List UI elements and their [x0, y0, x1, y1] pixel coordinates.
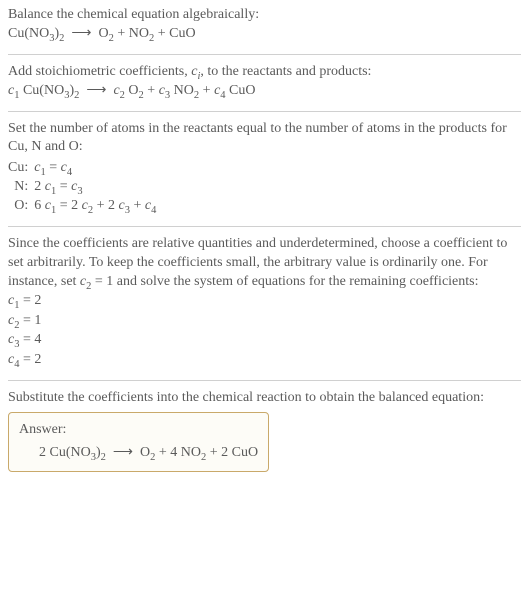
step2-section: Set the number of atoms in the reactants… [8, 120, 521, 216]
element-label: Cu: [8, 159, 34, 178]
coefficient-item: c4 = 2 [8, 351, 521, 370]
element-label: O: [8, 197, 34, 216]
divider [8, 111, 521, 112]
element-label: N: [8, 178, 34, 197]
answer-equation: 2 Cu(NO3)2 ⟶ O2 + 4 NO2 + 2 CuO [19, 444, 258, 463]
arrow-icon: ⟶ [113, 445, 133, 460]
intro-text: Balance the chemical equation algebraica… [8, 6, 521, 25]
constraint-body: Cu:c1 = c4N:2 c1 = c3O:6 c1 = 2 c2 + 2 c… [8, 159, 162, 216]
coefficient-item: c2 = 1 [8, 312, 521, 331]
coefficient-list: c1 = 2c2 = 1c3 = 4c4 = 2 [8, 292, 521, 371]
arrow-icon: ⟶ [86, 83, 106, 98]
divider [8, 226, 521, 227]
intro-equation: Cu(NO3)2 ⟶ O2 + NO2 + CuO [8, 25, 521, 44]
constraint-eq: c1 = c4 [34, 159, 162, 178]
step1-section: Add stoichiometric coefficients, ci, to … [8, 63, 521, 101]
constraint-row: O:6 c1 = 2 c2 + 2 c3 + c4 [8, 197, 162, 216]
step1-rhs: c2 O2 + c3 NO2 + c4 CuO [113, 83, 255, 98]
step3-section: Since the coefficients are relative quan… [8, 235, 521, 370]
intro-section: Balance the chemical equation algebraica… [8, 6, 521, 44]
step3-text: Since the coefficients are relative quan… [8, 235, 521, 292]
constraint-eq: 2 c1 = c3 [34, 178, 162, 197]
answer-label: Answer: [19, 421, 258, 440]
answer-box: Answer: 2 Cu(NO3)2 ⟶ O2 + 4 NO2 + 2 CuO [8, 412, 269, 472]
coefficient-item: c1 = 2 [8, 292, 521, 311]
constraint-row: N:2 c1 = c3 [8, 178, 162, 197]
step2-text: Set the number of atoms in the reactants… [8, 120, 521, 158]
divider [8, 380, 521, 381]
answer-lhs: 2 Cu(NO3)2 [39, 445, 106, 460]
step1-equation: c1 Cu(NO3)2 ⟶ c2 O2 + c3 NO2 + c4 CuO [8, 82, 521, 101]
step1-text: Add stoichiometric coefficients, ci, to … [8, 63, 521, 82]
step4-section: Substitute the coefficients into the che… [8, 389, 521, 472]
constraint-table: Cu:c1 = c4N:2 c1 = c3O:6 c1 = 2 c2 + 2 c… [8, 159, 162, 216]
intro-rhs: O2 + NO2 + CuO [98, 26, 195, 41]
step4-text: Substitute the coefficients into the che… [8, 389, 521, 408]
coefficient-item: c3 = 4 [8, 331, 521, 350]
answer-rhs: O2 + 4 NO2 + 2 CuO [140, 445, 258, 460]
constraint-eq: 6 c1 = 2 c2 + 2 c3 + c4 [34, 197, 162, 216]
divider [8, 54, 521, 55]
intro-lhs: Cu(NO3)2 [8, 26, 64, 41]
arrow-icon: ⟶ [71, 26, 91, 41]
constraint-row: Cu:c1 = c4 [8, 159, 162, 178]
step1-lhs: c1 Cu(NO3)2 [8, 83, 79, 98]
